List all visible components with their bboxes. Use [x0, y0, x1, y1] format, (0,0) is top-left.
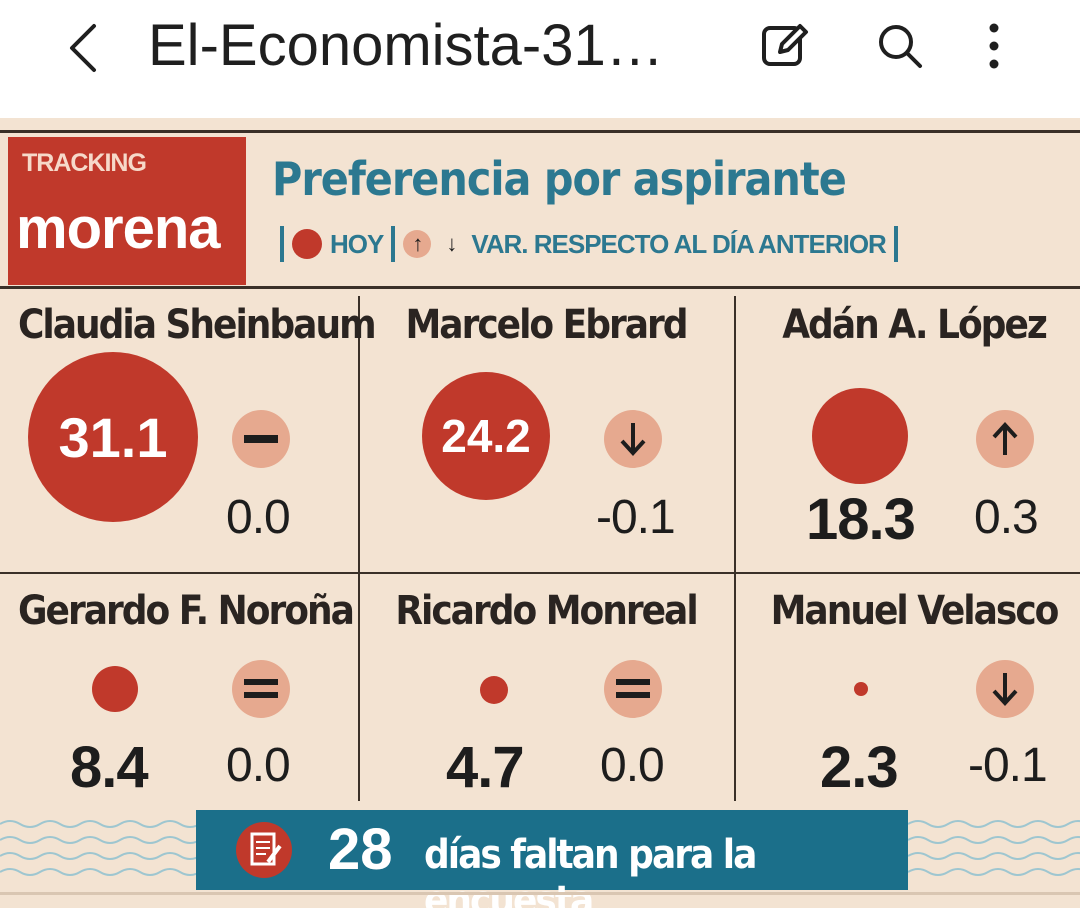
infographic-heading: Preferencia por aspirante	[272, 152, 847, 206]
candidate-name: Gerardo F. Noroña	[18, 588, 355, 634]
candidate-value-bubble: 24.2	[422, 372, 550, 500]
more-vertical-icon[interactable]	[966, 18, 1022, 74]
arrow-up-icon	[976, 410, 1034, 468]
candidate-value: 18.3	[806, 487, 916, 552]
equal-icon	[604, 660, 662, 718]
candidate-value: 2.3	[820, 735, 899, 800]
arrow-down-icon: ↓	[446, 231, 457, 256]
countdown-banner: 28 días faltan para la encuesta	[196, 810, 908, 924]
candidate-name: Claudia Sheinbaum	[18, 302, 377, 348]
wave-decoration	[908, 820, 1080, 876]
brand-morena-label: morena	[16, 196, 221, 261]
days-label: días faltan para la encuesta	[424, 832, 757, 924]
legend-dot-icon	[292, 229, 322, 259]
candidate-name: Ricardo Monreal	[395, 588, 698, 634]
wave-decoration	[0, 820, 196, 876]
divider	[0, 892, 1080, 895]
legend-today-label: HOY	[330, 228, 384, 259]
candidate-value: 4.7	[446, 735, 525, 800]
candidate-value-bubble	[854, 682, 868, 696]
candidate-change: -0.1	[968, 739, 1048, 792]
legend-separator	[893, 226, 898, 262]
brand-tracking-label: TRACKING	[22, 149, 147, 177]
candidate-value: 8.4	[70, 735, 149, 800]
edit-icon[interactable]	[756, 18, 812, 74]
legend-separator	[391, 226, 396, 262]
divider	[0, 572, 1080, 574]
column-divider	[358, 296, 360, 801]
legend-separator	[280, 226, 284, 262]
candidate-name: Manuel Velasco	[770, 588, 1060, 634]
equal-icon	[232, 660, 290, 718]
candidate-value-bubble	[480, 676, 508, 704]
arrow-down-icon	[604, 410, 662, 468]
chevron-left-icon[interactable]	[62, 20, 106, 76]
candidate-value-bubble	[92, 666, 138, 712]
candidate-name: Marcelo Ebrard	[405, 302, 688, 348]
candidate-change: 0.0	[226, 491, 291, 544]
divider	[0, 286, 1080, 289]
search-icon[interactable]	[872, 18, 928, 74]
app-bar: El-Economista-31…	[0, 0, 1080, 118]
brand-block: TRACKING morena	[8, 137, 246, 285]
candidate-change: 0.3	[974, 491, 1039, 544]
candidate-change: 0.0	[600, 739, 665, 792]
divider	[0, 130, 1080, 133]
equal-icon	[232, 410, 290, 468]
arrow-down-icon	[976, 660, 1034, 718]
legend: HOY ↑ ↓ VAR. RESPECTO AL DÍA ANTERIOR	[272, 222, 906, 266]
candidate-change: -0.1	[596, 491, 676, 544]
candidate-change: 0.0	[226, 739, 291, 792]
candidate-value-bubble: 31.1	[28, 352, 198, 522]
candidate-value-bubble	[812, 388, 908, 484]
legend-variation-label: VAR. RESPECTO AL DÍA ANTERIOR	[471, 228, 886, 259]
survey-form-icon	[236, 822, 292, 878]
candidate-name: Adán A. López	[782, 302, 1048, 348]
column-divider	[734, 296, 736, 801]
document-title: El-Economista-31…	[148, 13, 664, 78]
days-count: 28	[328, 817, 393, 882]
arrow-up-icon: ↑	[403, 230, 432, 258]
